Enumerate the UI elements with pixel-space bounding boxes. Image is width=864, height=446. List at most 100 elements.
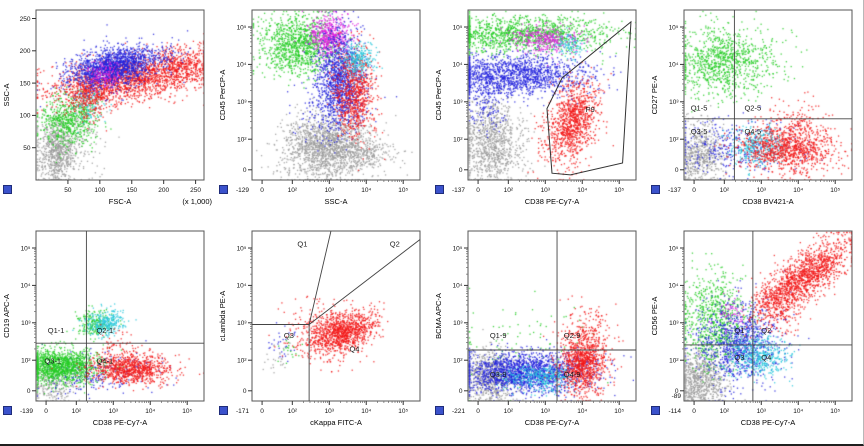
x-tick-label: 150	[126, 187, 137, 194]
dot-plot-1: 50 100 150 200 250 50 100 150 200 250 FSC-A (x 1,00…	[0, 2, 216, 223]
y-tick-label: 10²	[453, 358, 463, 365]
x-tick-label: 0	[260, 187, 264, 194]
plot-selection-marker[interactable]	[219, 406, 228, 415]
scatter-canvas[interactable]	[36, 231, 204, 401]
y-tick-label: 250	[20, 16, 31, 23]
x-tick-label: 250	[190, 187, 201, 194]
scatter-canvas[interactable]	[252, 231, 420, 401]
plot-frame	[467, 230, 637, 402]
axis-min-label: -137	[668, 187, 681, 194]
y-tick-label: 150	[20, 80, 31, 87]
scatter-canvas[interactable]	[36, 10, 204, 180]
plot-selection-marker[interactable]	[651, 406, 660, 415]
plot-selection-marker[interactable]	[3, 406, 12, 415]
gate-label: Q4-1	[96, 357, 113, 366]
x-tick-label: 10²	[288, 187, 298, 194]
axis-min-label: -139	[20, 408, 33, 415]
dot-plot-4: 0 10² 10³ 10⁴ 10⁵ 0 10² 10³ 10⁴ 10⁵ CD38 BV421-A CD…	[648, 2, 863, 223]
y-tick-label: 10²	[669, 137, 679, 144]
plot-frame	[35, 9, 205, 181]
x-tick-label: 10²	[504, 408, 514, 415]
x-axis-label: cKappa FITC-A	[310, 418, 362, 427]
quadrant-gate-line[interactable]	[308, 230, 332, 325]
y-tick-label: 10⁵	[669, 245, 679, 252]
y-axis-label: CD19 APC-A	[2, 294, 11, 338]
axis-min-label: -129	[236, 187, 249, 194]
y-axis-label: CD45 PerCP-A	[218, 70, 227, 121]
x-tick-label: 10²	[504, 187, 514, 194]
quadrant-gate-line[interactable]	[308, 239, 421, 325]
gate-label: P9	[586, 105, 595, 114]
x-tick-label: 10⁵	[614, 187, 624, 194]
x-axis-unit: (x 1,000)	[182, 197, 212, 206]
x-tick-label: 10³	[325, 408, 335, 415]
x-axis-label: CD38 PE-Cy7-A	[93, 418, 148, 427]
x-tick-label: 10⁴	[793, 408, 803, 415]
gate-polygon[interactable]	[546, 20, 632, 176]
x-tick-label: 200	[158, 187, 169, 194]
scatter-canvas[interactable]	[684, 231, 852, 401]
x-tick-label: 10³	[109, 408, 119, 415]
scatter-canvas[interactable]	[468, 231, 636, 401]
gate-label: Q1	[297, 239, 307, 248]
scatter-canvas[interactable]	[684, 10, 852, 180]
plot-selection-marker[interactable]	[435, 406, 444, 415]
axis-min-label: -137	[452, 187, 465, 194]
x-tick-label: 10⁵	[830, 408, 840, 415]
y-tick-label: 10²	[669, 358, 679, 365]
scatter-canvas[interactable]	[468, 10, 636, 180]
y-tick-label: 10⁵	[237, 24, 247, 31]
y-tick-label: 0	[675, 167, 679, 174]
plot-overlay: 0 10² 10³ 10⁴ 10⁵ 0 10² 10³ 10⁴ 10⁵ SSC-A CD45 PerC…	[218, 9, 421, 206]
y-tick-label: 100	[20, 113, 31, 120]
x-tick-label: 10²	[720, 187, 730, 194]
y-tick-label: 0	[27, 388, 31, 395]
gate-label: Q3-1	[44, 357, 61, 366]
dot-plot-2: 0 10² 10³ 10⁴ 10⁵ 0 10² 10³ 10⁴ 10⁵ SSC-A CD45 PerC…	[216, 2, 432, 223]
x-axis-label: CD38 PE-Cy7-A	[525, 197, 580, 206]
x-axis-label: SSC-A	[325, 197, 348, 206]
axis-min-label: -171	[236, 408, 249, 415]
y-tick-label: 10³	[237, 320, 247, 327]
y-tick-label: 200	[20, 48, 31, 55]
plot-selection-marker[interactable]	[651, 185, 660, 194]
gate-label: Q4-5	[744, 127, 761, 136]
x-tick-label: 0	[260, 408, 264, 415]
plot-overlay: 50 100 150 200 250 50 100 150 200 250 FSC-A (x 1,00…	[2, 9, 212, 206]
x-tick-label: 10⁴	[361, 187, 371, 194]
y-axis-label: BCMA APC-A	[434, 293, 443, 339]
x-tick-label: 10⁵	[830, 187, 840, 194]
gate-label: Q2	[390, 239, 400, 248]
x-tick-label: 0	[476, 187, 480, 194]
plot-overlay: 0 10² 10³ 10⁴ 10⁵ 0 10² 10³ 10⁴ 10⁵ CD38 PE-Cy7-A C…	[434, 9, 637, 206]
dot-plot-6: 0 10² 10³ 10⁴ 10⁵ 0 10² 10³ 10⁴ 10⁵ cKappa FITC-A c…	[216, 223, 432, 444]
x-tick-label: 10⁵	[398, 187, 408, 194]
axis-min-label: -221	[452, 408, 465, 415]
plot-frame	[251, 9, 421, 181]
gate-label: Q2-5	[744, 103, 761, 112]
plot-frame	[683, 230, 853, 402]
plot-overlay: 0 10² 10³ 10⁴ 10⁵ 0 10² 10³ 10⁴ 10⁵ CD38 PE-Cy7-A C…	[650, 230, 853, 427]
y-tick-label: 50	[23, 145, 31, 152]
plot-selection-marker[interactable]	[219, 185, 228, 194]
y-axis-label: CD45 PerCP-A	[434, 70, 443, 121]
plot-selection-marker[interactable]	[3, 185, 12, 194]
y-tick-label: 10²	[453, 137, 463, 144]
x-tick-label: 10⁴	[577, 408, 587, 415]
scatter-canvas[interactable]	[252, 10, 420, 180]
x-tick-label: 50	[64, 187, 72, 194]
y-tick-label: 10⁵	[669, 24, 679, 31]
plot-selection-marker[interactable]	[435, 185, 444, 194]
x-tick-label: 10⁵	[182, 408, 192, 415]
y-axis-min-label: -89	[672, 393, 682, 400]
x-tick-label: 100	[94, 187, 105, 194]
x-axis-label: CD38 PE-Cy7-A	[741, 418, 796, 427]
y-tick-label: 10²	[237, 358, 247, 365]
y-axis-label: CD27 PE-A	[650, 76, 659, 115]
gate-label: Q3	[284, 331, 294, 340]
gate-label: Q2-9	[564, 331, 581, 340]
plot-frame	[251, 230, 421, 402]
y-tick-label: 10⁴	[668, 62, 678, 69]
plot-overlay: 0 10² 10³ 10⁴ 10⁵ 0 10² 10³ 10⁴ 10⁵ cKappa FITC-A c…	[218, 230, 421, 427]
